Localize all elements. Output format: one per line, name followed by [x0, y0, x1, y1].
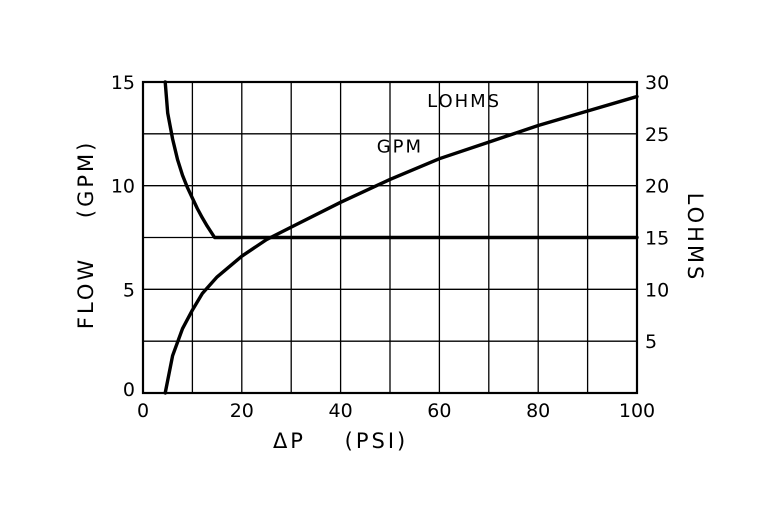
tick-labels: 0 20 40 60 80 100 0 5 10 15 5 10 15 20 25 30	[111, 72, 669, 422]
plot-frame	[141, 80, 639, 395]
x-tick-label: 60	[427, 400, 451, 422]
gpm-curve-label: GPM	[377, 136, 423, 157]
y2-tick-label: 20	[645, 176, 669, 198]
series-lohms-line	[163, 80, 639, 240]
x-tick-label: 100	[619, 400, 655, 422]
y2-tick-label: 25	[645, 124, 669, 146]
x-tick-label: 20	[230, 400, 254, 422]
x-axis-title: ΔP (PSI)	[273, 429, 408, 453]
y2-tick-label: 5	[645, 331, 657, 353]
y2-tick-label: 30	[645, 72, 669, 94]
y-tick-label: 10	[111, 176, 135, 198]
y-tick-label: 5	[123, 279, 135, 301]
x-tick-label: 40	[329, 400, 353, 422]
y-tick-label: 0	[123, 379, 135, 401]
y2-tick-label: 10	[645, 279, 669, 301]
lohms-curve-label: LOHMS	[427, 91, 501, 112]
y-axis-title: FLOW (GPM)	[74, 140, 98, 329]
x-tick-label: 0	[137, 400, 149, 422]
y-tick-label: 15	[111, 72, 135, 94]
series-gpm-line	[163, 94, 639, 395]
y2-tick-label: 15	[645, 228, 669, 250]
curves	[163, 80, 639, 395]
labels: ΔP (PSI) FLOW (GPM) LOHMS GPM LOHMS	[74, 91, 707, 453]
y2-axis-title: LOHMS	[683, 193, 707, 283]
x-tick-label: 80	[526, 400, 550, 422]
